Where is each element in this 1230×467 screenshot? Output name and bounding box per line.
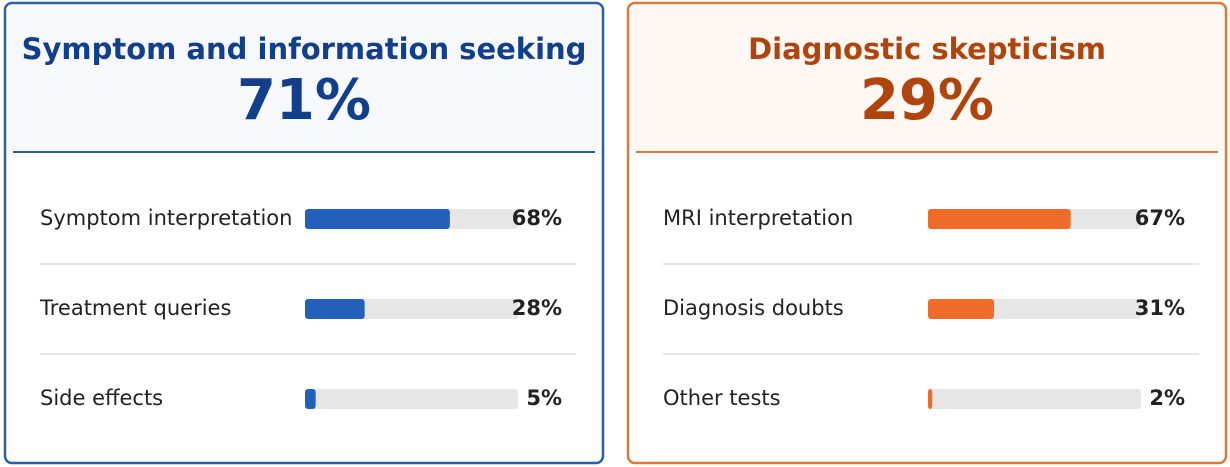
bar-track [928, 389, 1141, 409]
row-label: Treatment queries [39, 296, 231, 320]
row-value: 5% [526, 386, 562, 410]
panel-border [3, 1, 605, 465]
row-value: 68% [512, 206, 562, 230]
bar [305, 299, 365, 319]
panel-title: Diagnostic skepticism [748, 32, 1106, 66]
row-label: Side effects [40, 386, 163, 410]
panel-border [626, 1, 1228, 465]
bar [305, 209, 450, 229]
bar [305, 389, 316, 409]
row-label: Other tests [663, 386, 781, 410]
panel-header-bg [630, 5, 1224, 152]
panel-header-bg [7, 5, 601, 152]
panel-title: Symptom and information seeking [22, 32, 587, 66]
row-value: 67% [1135, 206, 1185, 230]
panel-share: 71% [237, 68, 371, 133]
row-value: 31% [1135, 296, 1185, 320]
row-value: 2% [1149, 386, 1185, 410]
panel-share: 29% [860, 68, 994, 133]
bar [928, 299, 995, 319]
bar-track [305, 389, 518, 409]
row-label: MRI interpretation [663, 206, 853, 230]
row-label: Symptom interpretation [40, 206, 292, 230]
row-value: 28% [512, 296, 562, 320]
row-label: Diagnosis doubts [663, 296, 844, 320]
bar [928, 389, 933, 409]
bar [928, 209, 1071, 229]
